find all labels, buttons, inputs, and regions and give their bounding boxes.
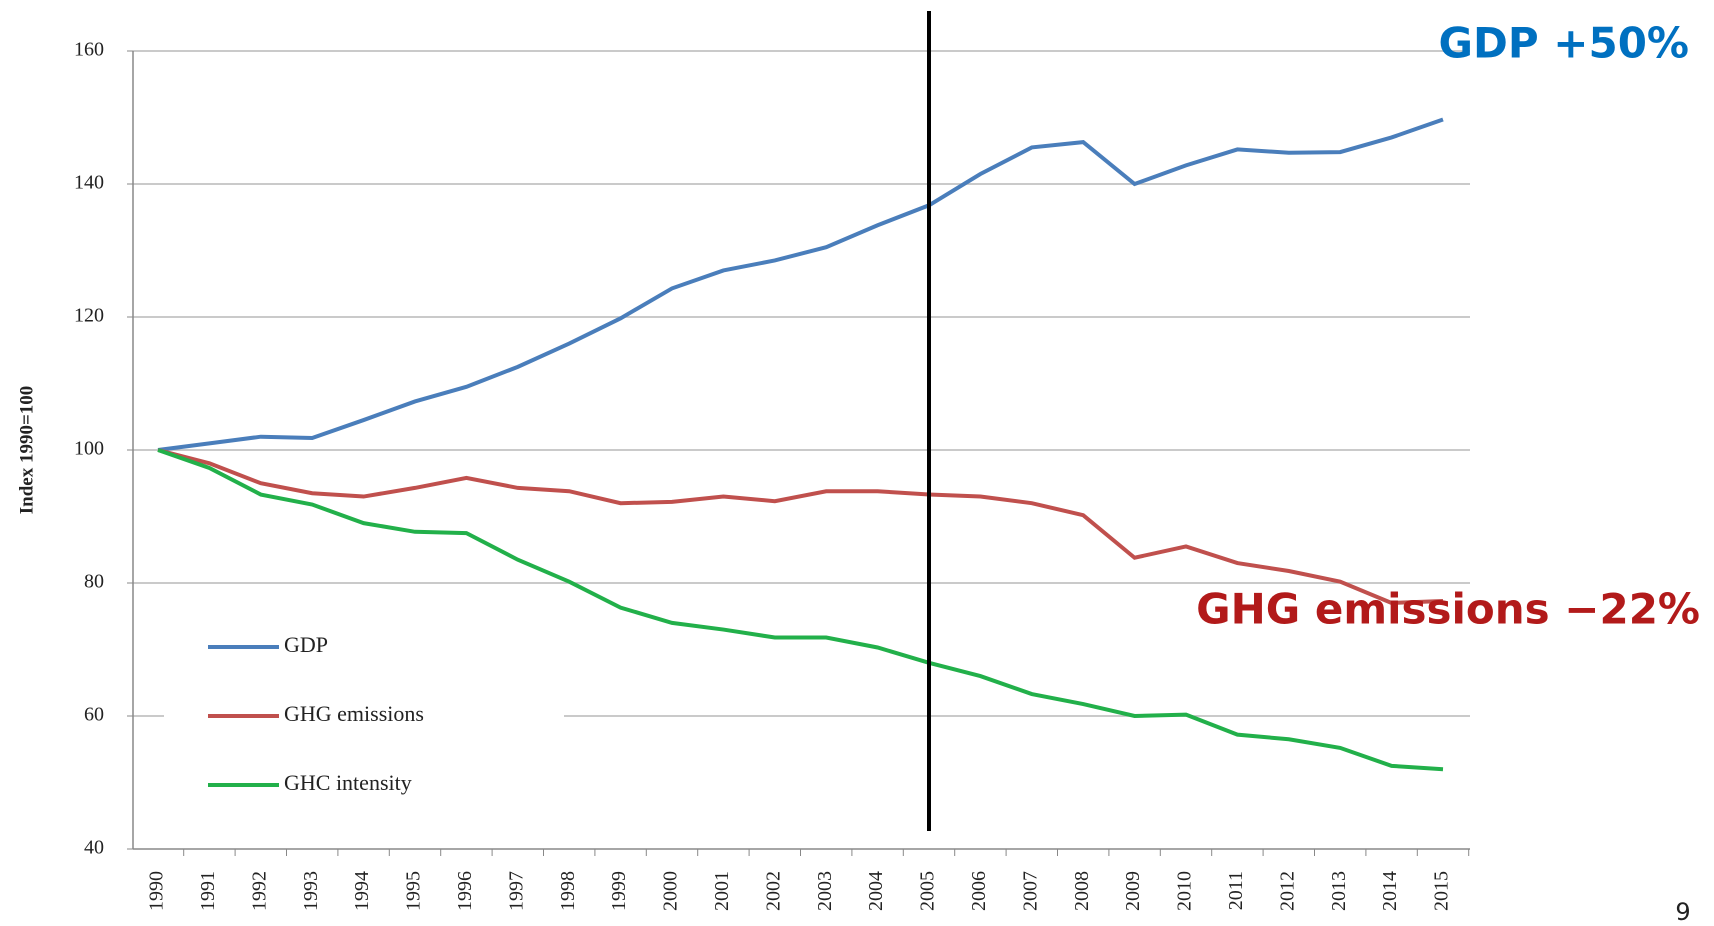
- x-tick-label: 1996: [454, 871, 476, 911]
- x-tick-label: 2014: [1379, 871, 1401, 911]
- legend-label: GDP: [284, 632, 328, 657]
- x-tick-label: 2005: [917, 871, 939, 911]
- x-tick-label: 2010: [1174, 871, 1196, 911]
- x-tick-label: 2011: [1225, 871, 1247, 910]
- x-tick-label: 2009: [1122, 871, 1144, 911]
- x-tick-label: 2012: [1276, 871, 1298, 911]
- x-tick-label: 1992: [248, 871, 270, 911]
- x-tick-label: 2015: [1431, 871, 1453, 911]
- page-number: 9: [1675, 898, 1690, 926]
- y-axis-label: Index 1990=100: [16, 386, 37, 515]
- y-tick-label: 60: [84, 704, 104, 726]
- x-tick-label: 2001: [711, 871, 733, 911]
- x-tick-label: 1993: [300, 871, 322, 911]
- x-tick-label: 1990: [146, 871, 168, 911]
- y-tick-label: 120: [74, 305, 104, 327]
- series-line: [157, 448, 1444, 772]
- y-tick-label: 140: [74, 172, 104, 194]
- x-tick-label: 2006: [968, 871, 990, 911]
- x-tick-label: 2003: [814, 871, 836, 911]
- x-tick-label: 1997: [505, 871, 527, 911]
- x-tick-label: 2008: [1071, 871, 1093, 911]
- x-tick-label: 2000: [660, 871, 682, 911]
- x-tick-label: 1998: [557, 871, 579, 911]
- series-line: [157, 448, 1444, 605]
- x-tick-label: 2004: [865, 871, 887, 911]
- y-tick-label: 100: [74, 438, 104, 460]
- annotation: GDP +50%: [1439, 19, 1689, 68]
- x-tick-label: 1995: [403, 871, 425, 911]
- y-tick-label: 40: [84, 837, 104, 859]
- x-tick-label: 1994: [351, 871, 373, 911]
- annotation: GHG emissions −22%: [1196, 585, 1700, 634]
- x-tick-label: 2007: [1019, 871, 1041, 911]
- x-tick-label: 2013: [1328, 871, 1350, 911]
- x-tick-label: 1999: [608, 871, 630, 911]
- series-line: [157, 117, 1444, 452]
- legend-label: GHC intensity: [284, 770, 412, 795]
- y-tick-label: 80: [84, 571, 104, 593]
- x-tick-label: 1991: [197, 871, 219, 911]
- y-tick-label: 160: [74, 39, 104, 61]
- x-tick-label: 2002: [762, 871, 784, 911]
- legend-label: GHG emissions: [284, 701, 424, 726]
